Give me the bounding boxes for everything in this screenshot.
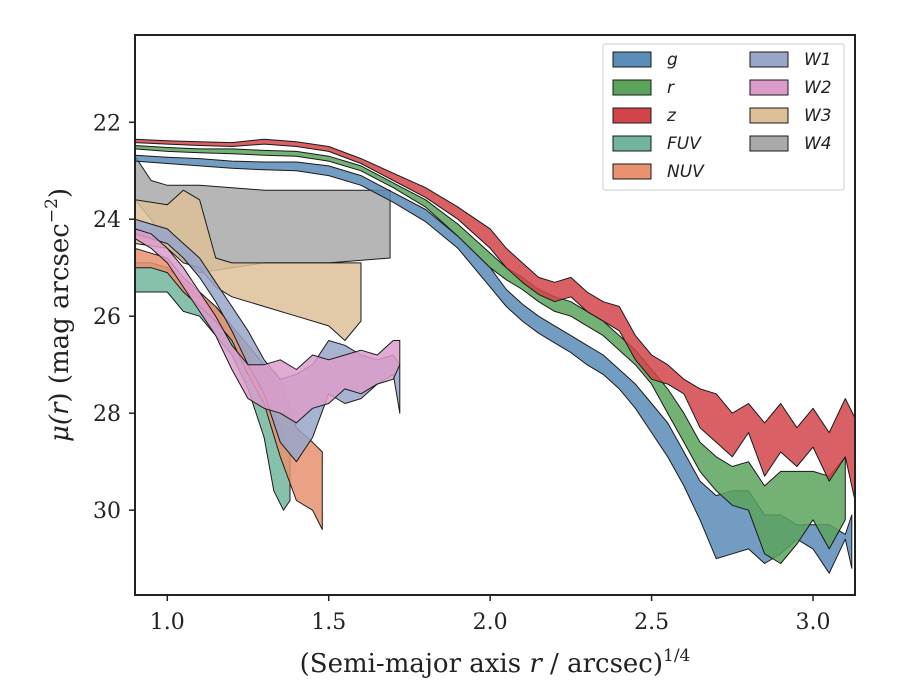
x-axis-label: (Semi-major axis r / arcsec)1/4	[300, 646, 691, 679]
y-tick-label: 30	[93, 499, 121, 524]
plot-frame	[134, 34, 856, 596]
series-band-nuv	[135, 247, 323, 530]
x-tick-label: 2.0	[473, 610, 508, 635]
x-tick-label: 1.0	[150, 610, 185, 635]
legend-swatch-fuv	[612, 135, 652, 152]
y-tick-label: 22	[93, 111, 121, 136]
legend-label-w4: W4	[804, 134, 832, 154]
x-tick-label: 3.0	[796, 610, 831, 635]
legend-swatch-w4	[749, 135, 789, 152]
legend-swatch-z	[612, 107, 652, 124]
y-tick-label: 26	[93, 305, 121, 330]
y-tick-label: 24	[93, 208, 121, 233]
series-band-w1	[135, 218, 401, 463]
legend-label-nuv: NUV	[667, 162, 705, 182]
x-tick-label: 2.5	[634, 610, 669, 635]
legend-label-z: z	[666, 106, 677, 126]
legend-swatch-g	[612, 51, 652, 68]
legend: grz FUV NUV W1 W2 W3 W4	[602, 43, 845, 191]
y-tick-label: 28	[93, 402, 121, 427]
legend-swatch-nuv	[612, 163, 652, 180]
legend-label-w2: W2	[804, 78, 832, 98]
x-axis-ticks: 1.0 1.5 2.0 2.5 3.0	[150, 595, 831, 635]
legend-swatch-w1	[749, 51, 789, 68]
series-band-z	[135, 138, 855, 501]
legend-swatch-r	[612, 79, 652, 96]
legend-label-g: g	[667, 50, 678, 70]
legend-label-w3: W3	[804, 106, 832, 126]
legend-label-r: r	[667, 78, 675, 98]
legend-swatch-w3	[749, 107, 789, 124]
y-axis-label: μ(r) (mag arcsec−2)	[42, 188, 75, 442]
legend-label-w1: W1	[804, 50, 832, 70]
series-band-r	[135, 145, 846, 564]
legend-swatch-w2	[749, 79, 789, 96]
x-tick-label: 1.5	[311, 610, 346, 635]
y-axis-ticks: 22 24 26 28 30	[93, 111, 135, 524]
series-layer	[135, 138, 855, 574]
legend-label-fuv: FUV	[667, 134, 702, 154]
series-band-w2	[135, 228, 401, 424]
